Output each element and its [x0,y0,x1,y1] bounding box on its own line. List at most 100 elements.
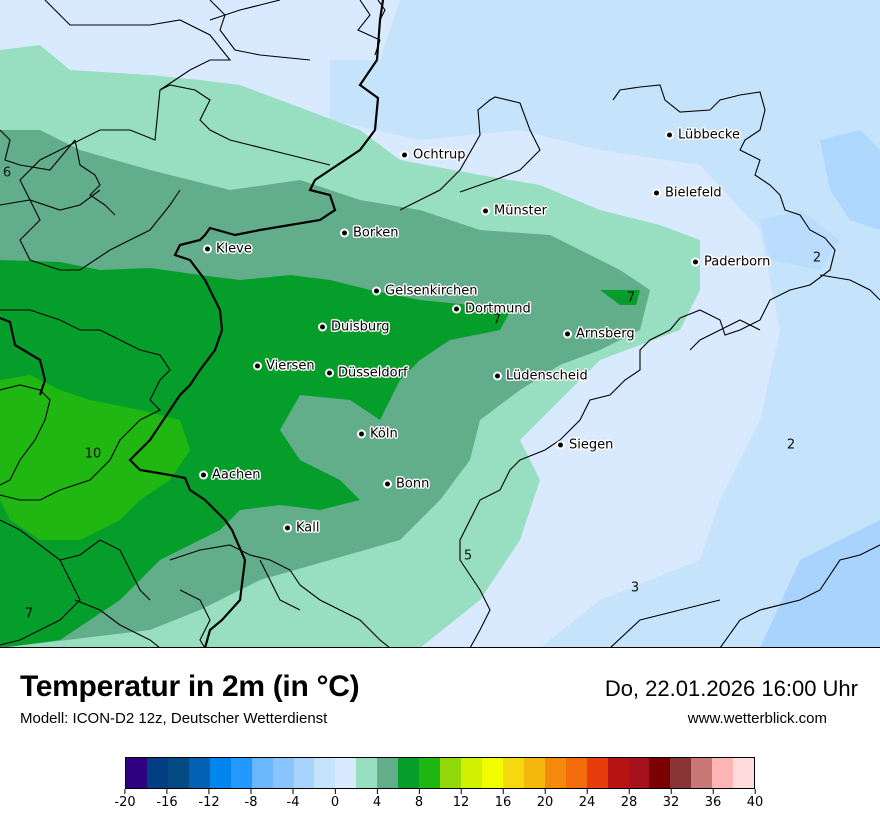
city-marker: Lüdenscheid [495,369,588,384]
colorbar-bin [419,758,441,788]
colorbar-tick: 32 [662,789,680,810]
city-name: Dortmund [465,301,531,317]
city-name: Lüdenscheid [506,368,588,384]
website-link[interactable]: www.wetterblick.com [687,710,827,727]
tick-label: 12 [452,795,470,810]
city-dot-icon [495,373,500,379]
colorbar-tick: -4 [286,789,300,810]
tick-label: -8 [244,795,258,810]
colorbar-tick: 24 [579,789,595,810]
city-dot-icon [205,246,210,252]
city-dot-icon [654,190,659,196]
map-field [0,0,880,647]
city-dot-icon [342,230,347,236]
city-name: Paderborn [704,254,771,270]
city-name: Viersen [266,358,315,374]
colorbar-bin [607,758,629,788]
city-marker: Borken [342,226,399,241]
temperature-map: 6 7 7 2 10 2 5 3 7 Lübbecke Ochtrup Bielefeld Münst… [0,0,880,648]
city-marker: Kall [285,521,320,536]
tick-mark [670,789,672,794]
colorbar-bin [356,758,378,788]
city-dot-icon [327,370,332,376]
city-marker: Gelsenkirchen [374,284,478,299]
tick-label: 40 [746,795,764,810]
city-marker: Münster [483,204,547,219]
tick-mark [502,789,504,794]
city-dot-icon [693,259,698,265]
colorbar-bin [230,758,252,788]
city-dot-icon [374,288,379,294]
temperature-value-label: 7 [24,606,34,622]
city-dot-icon [558,442,563,448]
city-dot-icon [483,208,488,214]
colorbar-bin [461,758,482,788]
temperature-value-label: 7 [492,312,502,328]
city-marker: Ochtrup [402,148,466,163]
colorbar-bin [126,758,147,788]
tick-mark [418,789,420,794]
colorbar-tick: 0 [331,789,339,810]
tick-mark [628,789,630,794]
city-name: Ochtrup [413,147,466,163]
city-marker: Bonn [385,477,429,492]
tick-mark [586,789,588,794]
colorbar-tick: 12 [452,789,470,810]
colorbar-tick: -12 [198,789,220,810]
colorbar-bin [167,758,189,788]
tick-mark [166,789,168,794]
city-marker: Dortmund [454,302,531,317]
city-marker: Köln [359,427,398,442]
colorbar-bin [335,758,357,788]
colorbar-bin [670,758,692,788]
colorbar-tick: -16 [156,789,178,810]
tick-label: 16 [494,795,512,810]
city-marker: Lübbecke [667,128,740,143]
temperature-value-label: 6 [2,165,12,181]
tick-label: -4 [286,795,300,810]
colorbar-bin [586,758,608,788]
temperature-value-label: 10 [84,446,102,462]
city-name: Münster [494,203,547,219]
tick-mark [250,789,252,794]
city-dot-icon [402,152,407,158]
city-name: Kall [296,520,320,536]
city-name: Arnsberg [576,326,635,342]
tick-label: -20 [114,795,136,810]
colorbar-tick: 8 [415,789,423,810]
map-title: Temperatur in 2m (in °C) [20,670,360,703]
temperature-value-label: 2 [786,437,796,453]
tick-label: 28 [620,795,638,810]
tick-mark [292,789,294,794]
colorbar-bin [733,758,755,788]
colorbar-bin [523,758,545,788]
tick-label: 8 [414,795,424,810]
tick-label: 36 [704,795,722,810]
city-marker: Düsseldorf [327,366,408,381]
colorbar-bin [314,758,336,788]
tick-label: 0 [330,795,340,810]
city-marker: Bielefeld [654,186,722,201]
colorbar-bin [293,758,315,788]
colorbar-bin [544,758,566,788]
city-dot-icon [667,132,672,138]
temperature-value-label: 7 [626,290,636,306]
city-dot-icon [454,306,459,312]
colorbar-bin [209,758,231,788]
colorbar-tick: -20 [114,789,136,810]
temperature-value-label: 3 [630,580,640,596]
tick-mark [754,789,756,794]
tick-label: -16 [156,795,178,810]
city-name: Lübbecke [678,127,740,143]
colorbar-bin [377,758,399,788]
city-dot-icon [320,324,325,330]
tick-label: 32 [662,795,680,810]
city-marker: Kleve [205,242,252,257]
colorbar [125,757,755,789]
colorbar-bin [565,758,587,788]
city-marker: Paderborn [693,255,770,270]
tick-mark [460,789,462,794]
tick-mark [208,789,210,794]
tick-label: 4 [372,795,382,810]
colorbar-bin [481,758,503,788]
